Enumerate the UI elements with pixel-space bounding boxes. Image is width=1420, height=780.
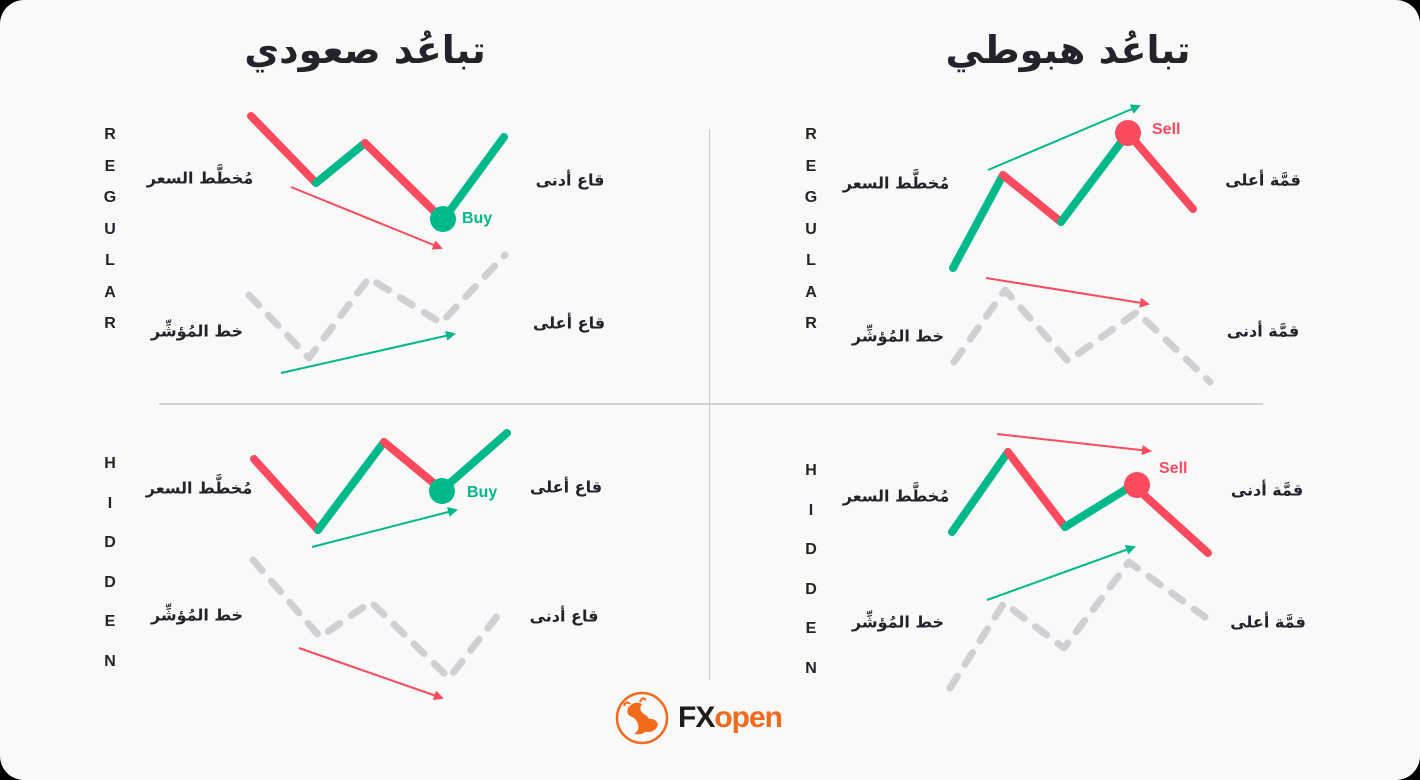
row-label-letter: U: [805, 220, 817, 238]
bearish-regular-price-chart: [949, 120, 1197, 272]
row-label-letter: E: [104, 613, 116, 630]
row-label-letter: E: [805, 620, 817, 637]
row-label-letter: D: [104, 573, 116, 591]
row-label-letter: D: [104, 534, 116, 551]
row-label-letter: A: [104, 283, 116, 301]
bearish-hidden-indicator-line: [946, 558, 1209, 692]
row-label-letter: A: [805, 283, 817, 301]
indicator-line-label: خط المُؤشِّر: [150, 605, 244, 625]
bullish-hidden-indicator-line: [249, 556, 506, 682]
price-state-label: قمَّة أعلى: [1225, 170, 1301, 190]
bearish-divergence-title: تباعُد هبوطي: [945, 28, 1191, 72]
buy-signal-label: Buy: [467, 484, 498, 501]
fxopen-logo: FXopen: [614, 690, 783, 746]
indicator-state-label: قمَّة أدنى: [1226, 321, 1300, 341]
buy-signal-dot: [430, 206, 456, 232]
price-state-label: قمَّة أدنى: [1230, 480, 1304, 500]
bearish-regular-indicator-line: [950, 286, 1214, 386]
sell-signal-label: Sell: [1159, 460, 1188, 477]
brand-fx: FX: [678, 701, 715, 734]
bull-emblem-icon: [615, 691, 669, 745]
bullish-divergence-title: تباعُد صعودي: [244, 28, 486, 72]
row-label-letter: I: [808, 501, 814, 519]
hidden-row-label-left: H I D D E N: [100, 455, 120, 671]
bullish-regular-price-chart: [247, 112, 508, 232]
bearish-hidden-price-chart: [948, 448, 1212, 557]
horizontal-divider: [159, 403, 1263, 405]
price-chart-label: مُخطَّط السعر: [146, 168, 254, 188]
row-label-letter: U: [104, 220, 116, 238]
price-chart-label: مُخطَّط السعر: [842, 486, 950, 506]
bullish-regular-indicator-line: [245, 251, 509, 362]
price-chart-label: مُخطَّط السعر: [145, 478, 253, 498]
row-label-letter: I: [107, 494, 113, 512]
price-state-label: قاع أعلى: [529, 477, 603, 497]
row-label-letter: E: [805, 157, 817, 175]
price-trend-arrow: [311, 507, 458, 548]
indicator-state-label: قمَّة أعلى: [1230, 612, 1306, 632]
sell-signal-label: Sell: [1152, 121, 1181, 138]
vertical-divider: [709, 129, 710, 680]
row-label-letter: L: [806, 252, 816, 269]
row-label-letter: D: [805, 580, 817, 598]
price-trend-arrow: [290, 186, 443, 250]
row-label-letter: G: [804, 189, 818, 206]
buy-signal-dot: [429, 478, 455, 504]
brand-wordmark: FXopen: [678, 701, 783, 735]
indicator-line-label: خط المُؤشِّر: [150, 321, 244, 341]
row-label-letter: R: [104, 126, 116, 143]
indicator-state-label: قاع أعلى: [532, 313, 606, 333]
buy-signal-label: Buy: [462, 210, 493, 227]
row-label-letter: R: [805, 315, 817, 332]
bullish-hidden-price-chart: [250, 429, 511, 534]
row-label-letter: H: [805, 462, 817, 479]
row-label-letter: R: [104, 315, 116, 332]
indicator-line-label: خط المُؤشِّر: [851, 326, 945, 346]
row-label-letter: D: [805, 541, 817, 558]
price-chart-label: مُخطَّط السعر: [842, 173, 950, 193]
price-state-label: قاع أدنى: [535, 170, 605, 190]
indicator-state-label: قاع أدنى: [529, 606, 599, 626]
row-label-letter: E: [104, 157, 116, 175]
row-label-letter: N: [805, 659, 817, 677]
indicator-trend-arrow: [986, 545, 1136, 601]
indicator-trend-arrow: [280, 330, 456, 374]
row-label-letter: N: [104, 652, 116, 670]
sell-signal-dot: [1124, 472, 1150, 498]
row-label-letter: H: [104, 455, 116, 472]
brand-open: open: [714, 701, 783, 734]
hidden-row-label-right: H I D D E N: [801, 462, 821, 678]
indicator-line-label: خط المُؤشِّر: [851, 612, 945, 632]
row-label-letter: G: [103, 189, 117, 206]
price-trend-arrow: [996, 433, 1152, 456]
indicator-trend-arrow: [298, 647, 444, 701]
sell-signal-dot: [1115, 120, 1141, 146]
indicator-trend-arrow: [985, 277, 1150, 308]
price-trend-arrow: [987, 104, 1141, 171]
row-label-letter: R: [805, 126, 817, 143]
row-label-letter: L: [105, 252, 115, 269]
